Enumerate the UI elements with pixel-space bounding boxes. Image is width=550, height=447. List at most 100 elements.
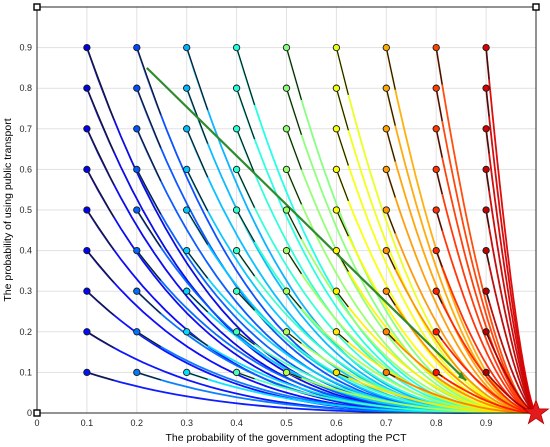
x-tick-label: 0.5 xyxy=(280,418,293,428)
direction-arrow xyxy=(335,209,349,237)
initial-point xyxy=(332,287,341,295)
direction-arrow xyxy=(485,88,490,117)
initial-point xyxy=(83,43,91,52)
direction-arrow xyxy=(285,209,303,240)
initial-point xyxy=(482,206,490,214)
trajectory-line xyxy=(435,209,537,414)
y-tick-label: 0.1 xyxy=(19,367,32,377)
direction-arrow xyxy=(335,88,349,131)
direction-arrow xyxy=(236,290,256,311)
direction-arrow xyxy=(86,128,115,185)
initial-point xyxy=(133,84,141,92)
initial-point xyxy=(232,206,241,214)
direction-arrow xyxy=(435,47,443,85)
highlight-trajectory xyxy=(146,67,467,382)
tick-labels: 0 0.1 0.2 0.3 0.4 0.5 0.6 0.7 0.8 0.9 0 0.1 0.2 0.3 0.… xyxy=(19,43,492,428)
y-tick-label: 0.8 xyxy=(19,83,32,93)
direction-arrow xyxy=(385,169,396,198)
corner-marker xyxy=(532,3,540,11)
direction-arrow xyxy=(236,331,255,346)
initial-point xyxy=(232,246,241,255)
initial-point xyxy=(282,84,291,92)
direction-arrow xyxy=(136,250,162,281)
direction-arrow xyxy=(136,169,162,215)
direction-arrow xyxy=(86,169,115,218)
y-tick-label: 0.2 xyxy=(19,327,32,337)
initial-point xyxy=(183,368,191,377)
initial-point xyxy=(382,368,390,377)
trajectory-line xyxy=(485,250,537,414)
direction-arrow xyxy=(236,128,256,174)
initial-point xyxy=(183,43,191,52)
initial-point xyxy=(482,165,490,174)
direction-arrow xyxy=(236,88,256,140)
initial-point xyxy=(382,246,390,255)
direction-arrow xyxy=(286,290,302,310)
direction-arrow xyxy=(485,47,490,80)
direction-arrow xyxy=(136,371,161,381)
initial-point xyxy=(232,328,241,336)
initial-point xyxy=(432,206,440,214)
trajectory-line xyxy=(485,209,537,414)
trajectory-line xyxy=(435,128,537,414)
y-tick-label: 0.4 xyxy=(19,246,32,256)
initial-point xyxy=(332,43,341,52)
x-tick-label: 0.2 xyxy=(131,418,144,428)
x-tick-label: 0.1 xyxy=(81,418,94,428)
direction-arrow xyxy=(335,169,349,202)
initial-point xyxy=(232,43,241,52)
initial-point xyxy=(382,125,390,133)
x-axis-label: The probability of the government adopti… xyxy=(165,432,407,444)
initial-point xyxy=(83,328,91,336)
direction-arrow xyxy=(86,250,115,283)
trajectory-line xyxy=(485,290,537,414)
direction-arrow xyxy=(186,47,209,111)
initial-point xyxy=(83,165,91,174)
initial-point xyxy=(432,125,440,133)
initial-point xyxy=(332,206,341,214)
initial-point xyxy=(183,165,191,174)
direction-arrow xyxy=(186,250,209,279)
plot-frame xyxy=(36,6,537,414)
trajectory-line xyxy=(385,128,537,414)
initial-point xyxy=(83,368,91,377)
initial-point xyxy=(232,287,241,295)
initial-point xyxy=(382,206,390,214)
equilibrium-star xyxy=(522,398,550,425)
direction-arrow xyxy=(485,128,490,154)
initial-point xyxy=(332,368,341,377)
initial-point xyxy=(282,165,291,174)
initial-point xyxy=(183,84,191,92)
direction-arrow xyxy=(136,128,162,182)
trajectory-line xyxy=(485,331,537,414)
initial-point xyxy=(482,84,490,92)
initial-point xyxy=(183,246,191,255)
direction-arrow xyxy=(236,47,256,106)
trajectory-line xyxy=(435,169,537,414)
corner-marker xyxy=(33,3,41,11)
direction-arrow xyxy=(285,88,303,135)
trajectory-line xyxy=(435,331,537,414)
initial-point xyxy=(282,206,291,214)
trajectory-line xyxy=(385,209,537,414)
direction-arrow xyxy=(236,209,256,243)
initial-point xyxy=(382,328,390,336)
x-tick-label: 0.3 xyxy=(180,418,193,428)
initial-point xyxy=(482,125,490,133)
initial-point xyxy=(133,246,141,255)
direction-arrow xyxy=(285,169,303,205)
initial-point xyxy=(332,125,341,133)
x-tick-label: 0.8 xyxy=(430,418,443,428)
direction-arrow xyxy=(136,331,162,348)
direction-arrow xyxy=(435,128,443,158)
y-tick-label: 0.9 xyxy=(19,43,32,53)
initial-point xyxy=(232,125,241,133)
initial-point xyxy=(432,287,440,295)
direction-arrow xyxy=(86,209,115,251)
initial-point xyxy=(83,287,91,295)
direction-arrow xyxy=(435,88,443,122)
initial-point xyxy=(432,165,440,174)
initial-point xyxy=(133,43,141,52)
initial-point xyxy=(183,206,191,214)
highlight-arrowhead xyxy=(458,371,467,381)
